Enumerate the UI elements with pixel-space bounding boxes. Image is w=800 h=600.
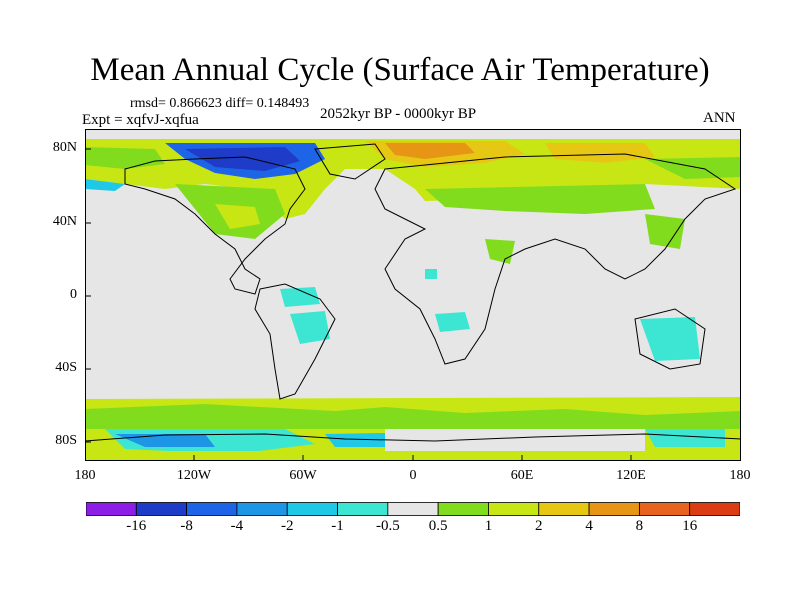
colorbar-label: 4	[585, 518, 593, 534]
colorbar-swatch	[437, 502, 489, 516]
colorbar-swatch	[86, 502, 137, 516]
greenland-coast	[314, 143, 386, 180]
lon-tick-label: 120E	[616, 468, 646, 483]
colorbar	[86, 502, 740, 516]
north-america-coast	[124, 156, 306, 295]
colorbar-swatch	[135, 502, 188, 516]
lat-tick-label: 40N	[52, 214, 77, 229]
colorbar-label: -0.5	[375, 518, 400, 534]
south-america-coast	[254, 283, 336, 400]
antarctica-coast	[85, 433, 741, 442]
colorbar-swatch	[186, 502, 238, 516]
lon-tick-label: 0	[409, 468, 417, 483]
tropical-anomaly-field	[280, 269, 700, 361]
temperature-difference-map	[85, 129, 741, 461]
colorbar-swatch	[286, 502, 338, 516]
lat-tick-label: 0	[70, 287, 77, 302]
lat-tick-label: 80S	[55, 433, 77, 448]
colorbar-swatch	[488, 502, 540, 516]
colorbar-swatch	[387, 502, 439, 516]
antarctic-anomaly-field	[85, 397, 741, 461]
colorbar-swatch	[236, 502, 288, 516]
lon-tick-label: 120W	[176, 468, 212, 483]
lat-tick-label: 80N	[52, 140, 77, 155]
rmsd-diff-stats: rmsd= 0.866623 diff= 0.148493	[130, 96, 310, 111]
colorbar-label: 1	[484, 518, 493, 534]
eurasia-africa-coast	[374, 153, 737, 365]
lon-tick-label: 60W	[289, 468, 317, 483]
colorbar-swatch	[337, 502, 389, 516]
lon-tick-label: 60E	[510, 468, 534, 483]
australia-coast	[634, 308, 706, 370]
period-label: 2052kyr BP - 0000kyr BP	[320, 106, 477, 122]
colorbar-label: -2	[280, 518, 294, 534]
colorbar-label: 16	[682, 518, 698, 534]
lat-tick-label: 40S	[55, 360, 77, 375]
colorbar-label: -1	[331, 518, 344, 534]
coastlines	[85, 143, 741, 442]
colorbar-label: 8	[635, 518, 644, 534]
experiment-label: Expt = xqfvJ-xqfua	[82, 112, 199, 128]
colorbar-label: -8	[180, 518, 193, 534]
colorbar-label: -16	[126, 518, 147, 534]
colorbar-swatch	[538, 502, 590, 516]
axis-ticks	[85, 148, 632, 461]
colorbar-swatch	[588, 502, 640, 516]
colorbar-label: 2	[535, 518, 543, 534]
midlatitude-anomaly-field	[175, 184, 685, 264]
chart-title: Mean Annual Cycle (Surface Air Temperatu…	[90, 52, 710, 88]
colorbar-swatch	[638, 502, 691, 516]
colorbar-swatch	[689, 502, 740, 516]
season-label: ANN	[703, 110, 736, 126]
lon-tick-label: 180	[729, 468, 751, 483]
colorbar-label: -4	[230, 518, 244, 534]
colorbar-label: 0.5	[428, 518, 448, 534]
lon-tick-label: 180	[74, 468, 96, 483]
